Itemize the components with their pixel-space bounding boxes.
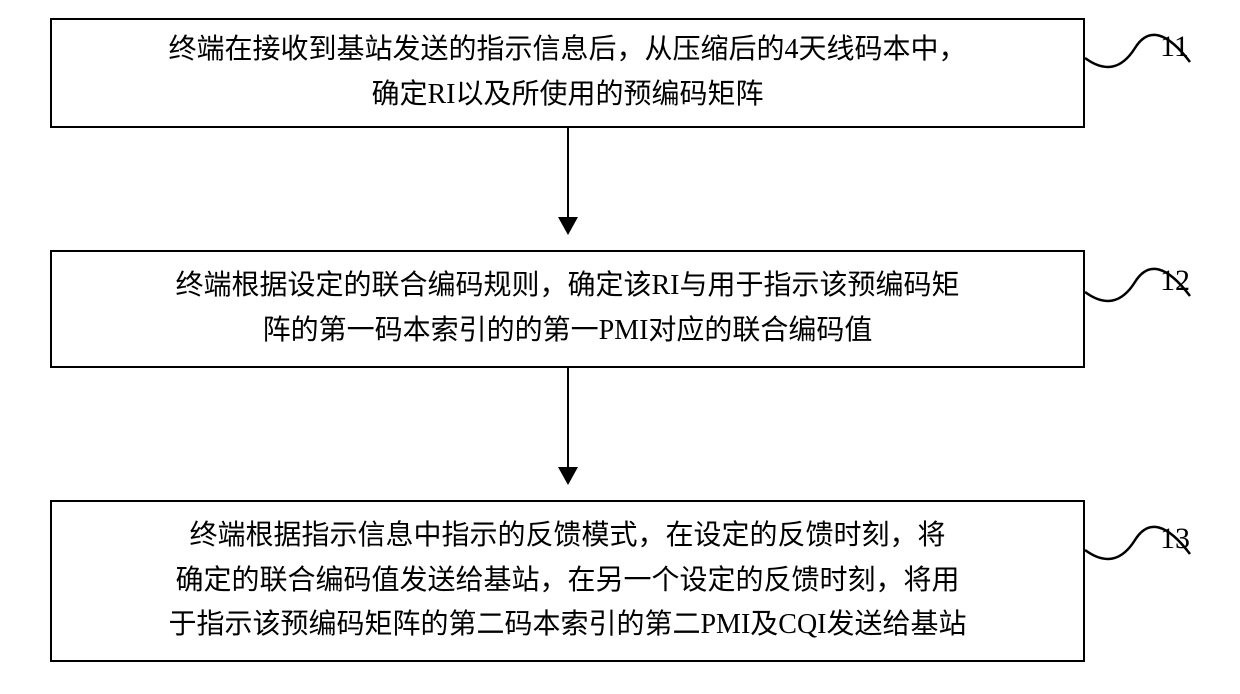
flow-step-11-text: 终端在接收到基站发送的指示信息后，从压缩后的4天线码本中， 确定RI以及所使用的… — [168, 28, 966, 118]
arrow-11-12 — [567, 128, 569, 233]
flow-step-12-text: 终端根据设定的联合编码规则，确定该RI与用于指示该预编码矩 阵的第一码本索引的的… — [175, 264, 959, 354]
flow-step-12: 终端根据设定的联合编码规则，确定该RI与用于指示该预编码矩 阵的第一码本索引的的… — [50, 250, 1085, 368]
flow-step-13: 终端根据指示信息中指示的反馈模式，在设定的反馈时刻，将 确定的联合编码值发送给基… — [50, 500, 1085, 662]
step-label-11: 11 — [1160, 30, 1189, 64]
step-label-13: 13 — [1160, 522, 1190, 556]
arrow-12-13 — [567, 368, 569, 483]
flow-step-11: 终端在接收到基站发送的指示信息后，从压缩后的4天线码本中， 确定RI以及所使用的… — [50, 18, 1085, 128]
flow-step-13-text: 终端根据指示信息中指示的反馈模式，在设定的反馈时刻，将 确定的联合编码值发送给基… — [168, 514, 966, 648]
step-label-12: 12 — [1160, 264, 1190, 298]
